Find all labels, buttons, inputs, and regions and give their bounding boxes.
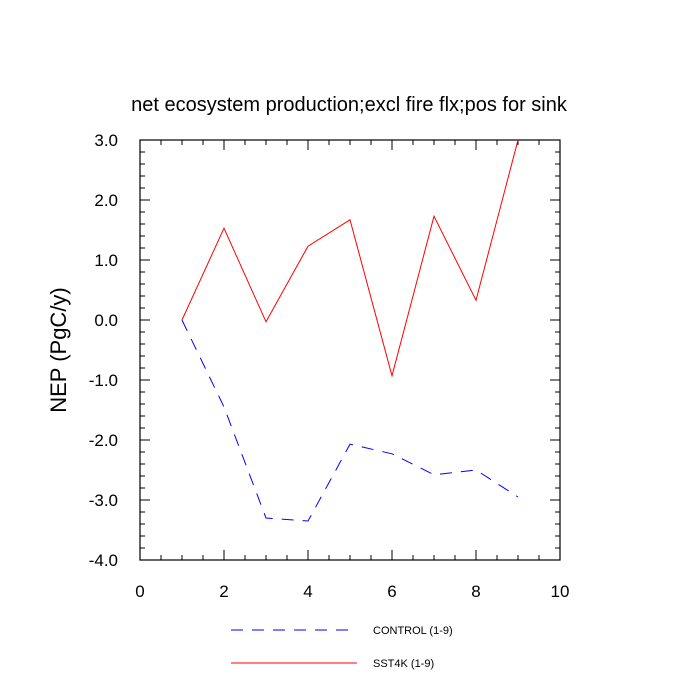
legend-label: CONTROL (1-9) — [373, 625, 453, 637]
plot-area: 0 2 4 6 8 10 -4.0 -3.0 -2.0 -1.0 0.0 1.0 2.0 3.0 — [89, 131, 570, 601]
y-tick-label: -2.0 — [89, 431, 118, 450]
legend: CONTROL (1-9) SST4K (1-9) — [231, 625, 453, 670]
x-tick-label: 8 — [471, 582, 480, 601]
x-tick-label: 6 — [387, 582, 396, 601]
legend-label: SST4K (1-9) — [373, 658, 434, 670]
y-tick-label: 0.0 — [94, 311, 118, 330]
y-tick-label: -3.0 — [89, 491, 118, 510]
x-tick-label: 10 — [551, 582, 570, 601]
series-line — [181, 319, 519, 522]
y-tick-label: 1.0 — [94, 251, 118, 270]
y-axis-label: NEP (PgC/y) — [46, 287, 71, 413]
x-tick-label: 2 — [219, 582, 228, 601]
y-tick-label: 3.0 — [94, 131, 118, 150]
y-tick-label: -4.0 — [89, 551, 118, 570]
x-tick-label: 4 — [303, 582, 312, 601]
x-tick-label: 0 — [135, 582, 144, 601]
y-tick-label: 2.0 — [94, 191, 118, 210]
chart-title: net ecosystem production;excl fire flx;p… — [131, 94, 568, 116]
plot-frame — [139, 139, 561, 561]
y-tick-label: -1.0 — [89, 371, 118, 390]
series-line — [181, 139, 519, 378]
